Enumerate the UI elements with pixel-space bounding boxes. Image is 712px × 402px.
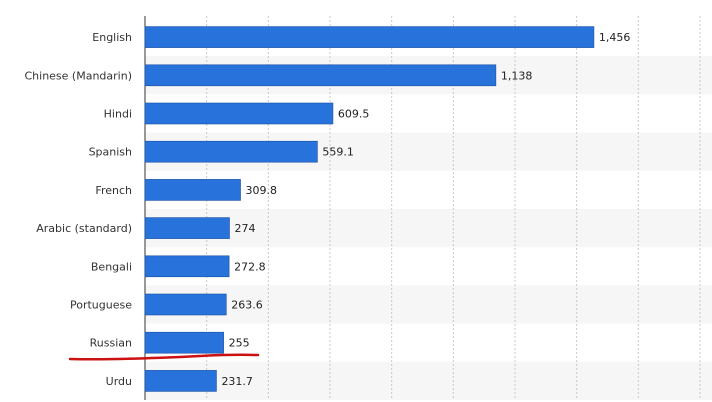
category-label: English [92,31,132,44]
category-label: Hindi [104,108,132,121]
bar [144,64,497,87]
value-label: 1,138 [501,69,532,82]
category-label: Portuguese [70,299,132,312]
red-underline-annotation [68,353,260,361]
value-label: 274 [234,222,255,235]
bar [144,255,230,278]
value-label: 263.6 [231,299,263,312]
value-labels: 1,456 1,138 609.5 559.1 309.8 274 272.8 263.6 25… [221,31,630,388]
category-label: Chinese (Mandarin) [24,69,132,82]
value-label: 309.8 [246,184,278,197]
bar [144,102,334,125]
value-label: 272.8 [234,260,266,273]
row-band [145,285,712,324]
category-label: Russian [90,337,132,350]
row-bands [145,56,712,400]
row-band [145,361,712,400]
category-label: French [95,184,132,197]
category-label: Spanish [89,146,132,159]
bar [144,217,230,239]
category-label: Arabic (standard) [36,222,132,235]
category-label: Bengali [91,260,132,273]
value-label: 559.1 [322,146,354,159]
bars [144,26,595,392]
bar [144,179,241,201]
bar [144,331,224,354]
value-label: 609.5 [338,108,370,121]
category-label: Urdu [106,375,132,388]
value-label: 1,456 [599,31,631,44]
category-labels: English Chinese (Mandarin) Hindi Spanish Fre… [24,31,132,388]
bar [144,140,318,163]
bar [144,293,227,316]
value-label: 231.7 [221,375,253,388]
value-label: 255 [229,337,250,350]
row-band [145,209,712,248]
bar [144,370,217,392]
bar [144,26,595,48]
